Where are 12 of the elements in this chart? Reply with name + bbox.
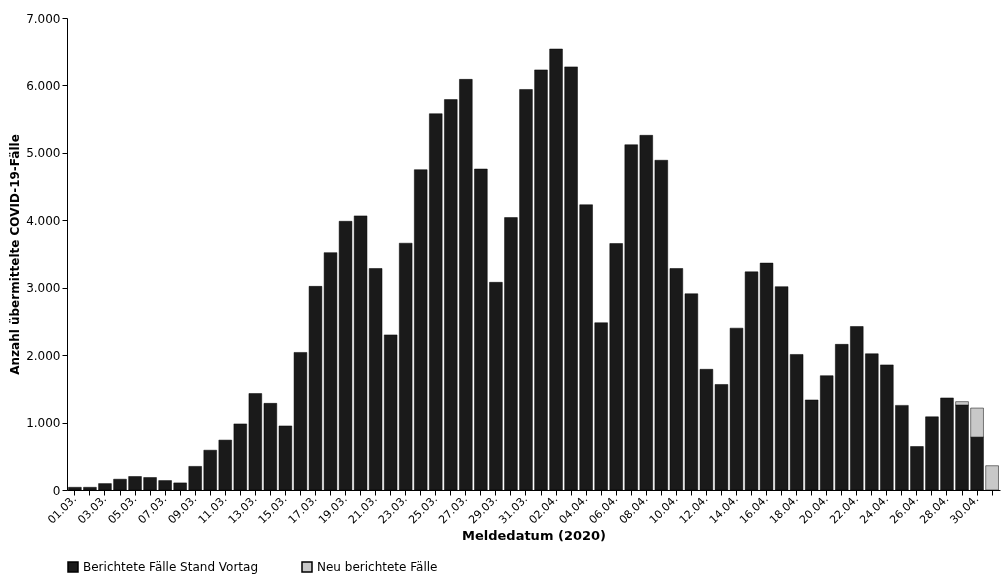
y-tick-label: 0 (52, 483, 61, 498)
y-tick-label: 6.000 (26, 78, 61, 93)
y-tick-label: 7.000 (26, 11, 61, 26)
y-tick-label: 4.000 (26, 213, 61, 228)
y-axis-title: Anzahl übermittelte COVID-19-Fälle (8, 134, 23, 375)
y-tick-label: 2.000 (26, 348, 61, 363)
y-tick-label: 5.000 (26, 146, 61, 161)
legend-label: Neu berichtete Fälle (317, 560, 438, 574)
y-tick-label: 1.000 (26, 416, 61, 431)
x-axis-title: Meldedatum (2020) (461, 527, 607, 543)
y-tick-label: 3.000 (26, 281, 61, 296)
legend-label: Berichtete Fälle Stand Vortag (83, 560, 259, 574)
